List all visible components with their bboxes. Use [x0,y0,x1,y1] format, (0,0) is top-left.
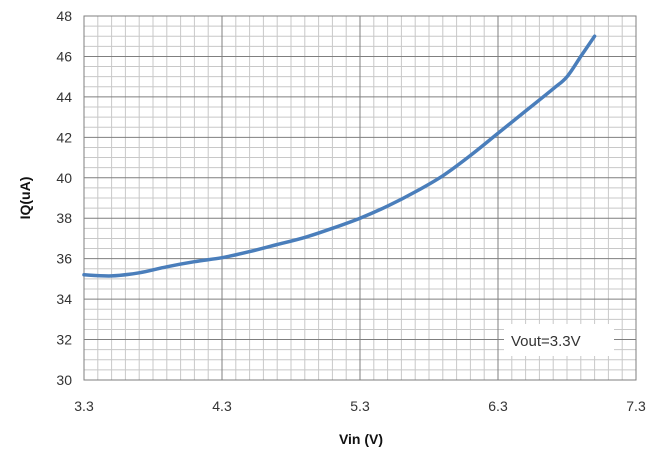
minor-gridlines [84,16,636,380]
iq-series-line [82,34,597,278]
y-tick-label: 36 [56,251,72,267]
x-tick-label: 4.3 [212,398,232,414]
annotation-text: Vout=3.3V [511,333,581,350]
annotation-box [504,324,614,356]
x-tick-label: 7.3 [626,398,646,414]
plot-area-frame [83,15,637,381]
y-axis-tick-labels: 30 32 34 36 38 40 42 44 46 48 [56,8,72,388]
y-tick-label: 34 [56,291,72,307]
y-tick-label: 48 [56,8,72,24]
x-tick-label: 6.3 [488,398,508,414]
y-tick-label: 32 [56,332,72,348]
y-tick-label: 42 [56,129,72,145]
x-axis-tick-labels: 3.3 4.3 5.3 6.3 7.3 [74,398,646,414]
y-tick-label: 30 [56,372,72,388]
y-tick-label: 38 [56,210,72,226]
x-tick-label: 3.3 [74,398,94,414]
y-tick-label: 40 [56,170,72,186]
x-axis-title: Vin (V) [339,431,383,447]
y-tick-label: 44 [56,89,72,105]
y-axis-title: IQ(uA) [17,177,33,220]
y-tick-label: 46 [56,48,72,64]
x-tick-label: 5.3 [350,398,370,414]
